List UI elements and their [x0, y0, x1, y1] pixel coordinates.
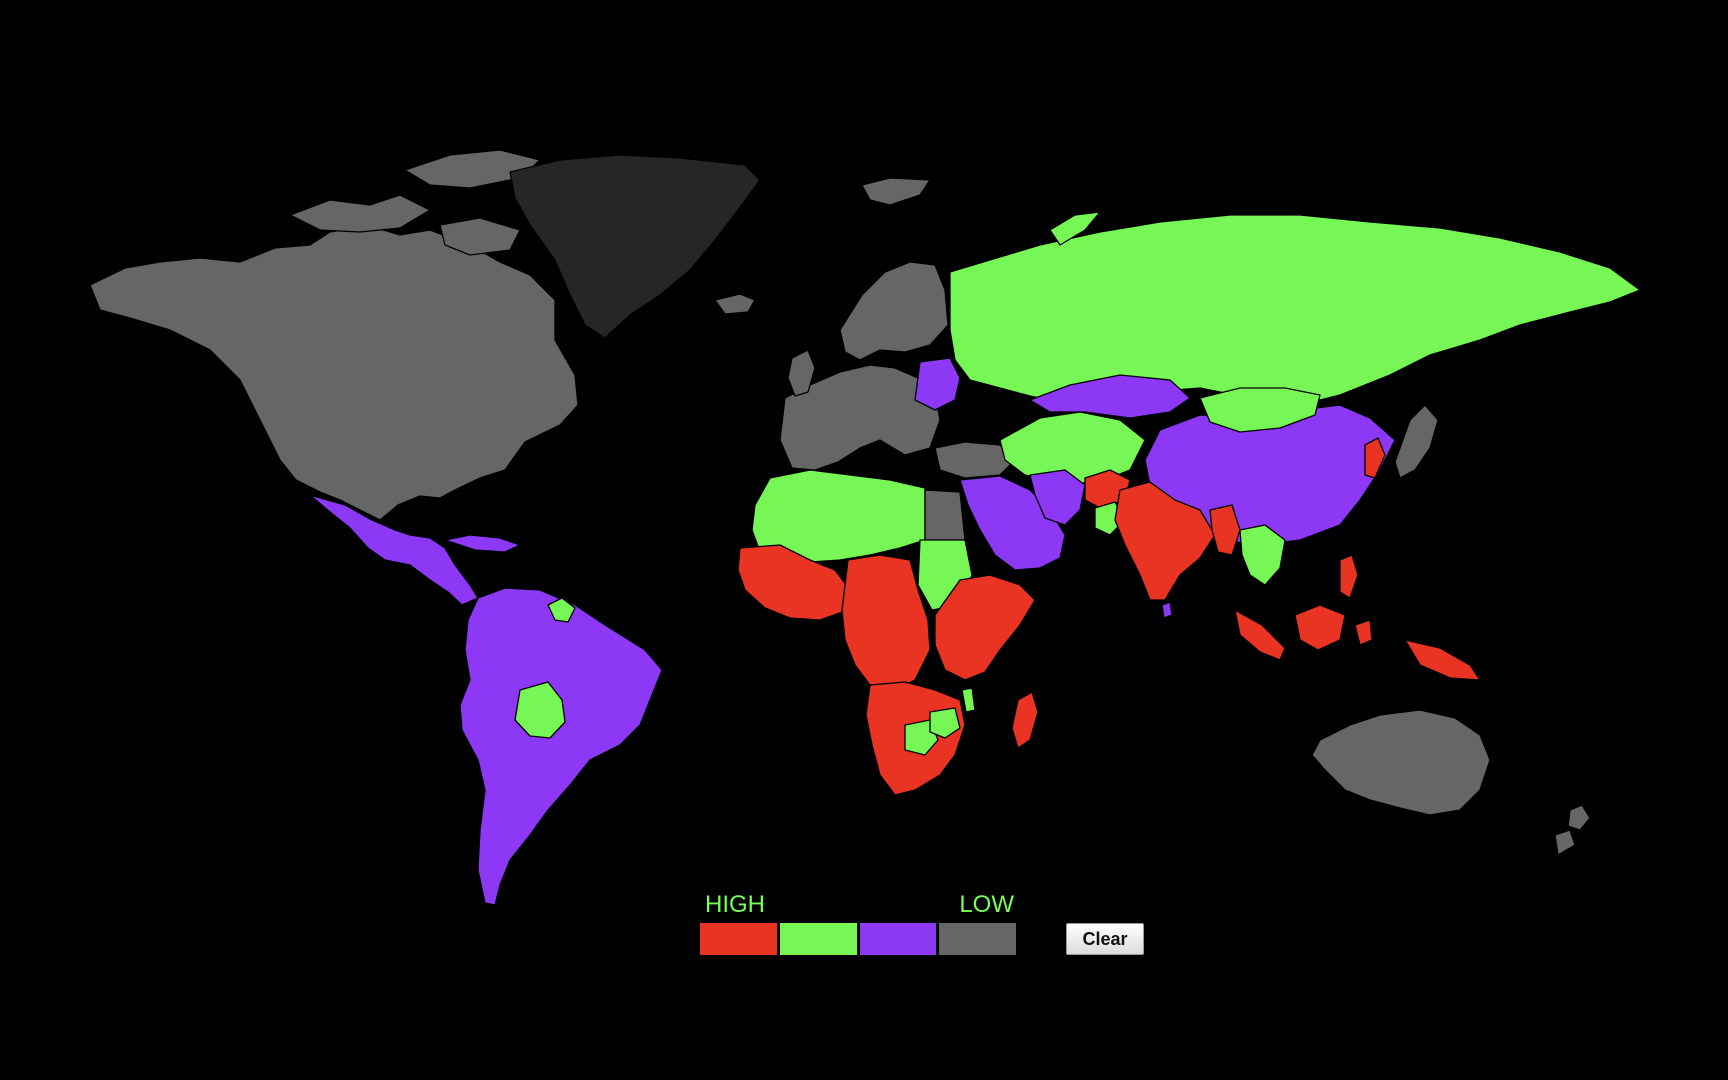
- legend-swatch-medium-low[interactable]: [859, 923, 937, 955]
- malawi-region[interactable]: [961, 687, 976, 713]
- india-region[interactable]: [1114, 481, 1216, 601]
- legend-swatches: [700, 923, 1016, 955]
- north-america-region[interactable]: [289, 194, 431, 233]
- turkey-region[interactable]: [934, 441, 1016, 479]
- west-africa-region[interactable]: [737, 544, 851, 621]
- madagascar-region[interactable]: [1011, 691, 1039, 749]
- japan-region[interactable]: [1394, 404, 1439, 479]
- new-zealand-south-region[interactable]: [1554, 829, 1576, 856]
- zimbabwe-region[interactable]: [929, 707, 961, 739]
- myanmar-region[interactable]: [1209, 504, 1241, 556]
- borneo-region[interactable]: [1294, 604, 1346, 651]
- thailand-region[interactable]: [1239, 524, 1286, 586]
- central-asia-region[interactable]: [999, 411, 1146, 485]
- guyana-region[interactable]: [547, 597, 576, 623]
- australia-region[interactable]: [1311, 709, 1491, 816]
- legend-swatch-medium-high[interactable]: [779, 923, 857, 955]
- iceland-region[interactable]: [714, 293, 756, 315]
- legend-high-label: HIGH: [705, 891, 765, 918]
- russia-region[interactable]: [949, 214, 1641, 406]
- north-america-region[interactable]: [439, 217, 521, 256]
- greenland-region[interactable]: [509, 154, 761, 339]
- egypt-region[interactable]: [924, 489, 966, 541]
- mongolia-region[interactable]: [1199, 387, 1321, 433]
- philippines-region[interactable]: [1339, 554, 1359, 599]
- korea-region[interactable]: [1364, 437, 1386, 479]
- belarus-ukraine-region[interactable]: [914, 357, 961, 411]
- sri-lanka-region[interactable]: [1161, 601, 1173, 619]
- indonesia-sumatra-region[interactable]: [1234, 609, 1286, 661]
- legend-swatch-high[interactable]: [700, 923, 777, 955]
- europe-region[interactable]: [779, 364, 941, 471]
- sulawesi-region[interactable]: [1354, 619, 1373, 646]
- new-guinea-region[interactable]: [1404, 639, 1481, 681]
- scandinavia-region[interactable]: [839, 261, 949, 361]
- new-zealand-north-region[interactable]: [1567, 804, 1591, 831]
- uk-ireland-region[interactable]: [787, 349, 816, 397]
- novaya-zemlya-region[interactable]: [1049, 211, 1101, 246]
- north-africa-region[interactable]: [751, 469, 926, 563]
- western-china-region[interactable]: [1029, 374, 1191, 419]
- svalbard-region[interactable]: [861, 177, 931, 206]
- clear-button[interactable]: Clear: [1066, 923, 1144, 955]
- south-america-region[interactable]: [459, 587, 663, 906]
- north-america-region[interactable]: [89, 225, 579, 521]
- central-africa-region[interactable]: [841, 554, 931, 691]
- east-africa-region[interactable]: [934, 574, 1036, 681]
- legend-low-label: LOW: [959, 891, 1014, 918]
- mexico-central-america-region[interactable]: [309, 494, 479, 606]
- legend-swatch-low[interactable]: [939, 923, 1016, 955]
- legend: HIGH LOW: [700, 893, 1016, 955]
- iran-region[interactable]: [1029, 469, 1086, 526]
- bolivia-region[interactable]: [514, 681, 566, 739]
- caribbean-region[interactable]: [444, 534, 521, 553]
